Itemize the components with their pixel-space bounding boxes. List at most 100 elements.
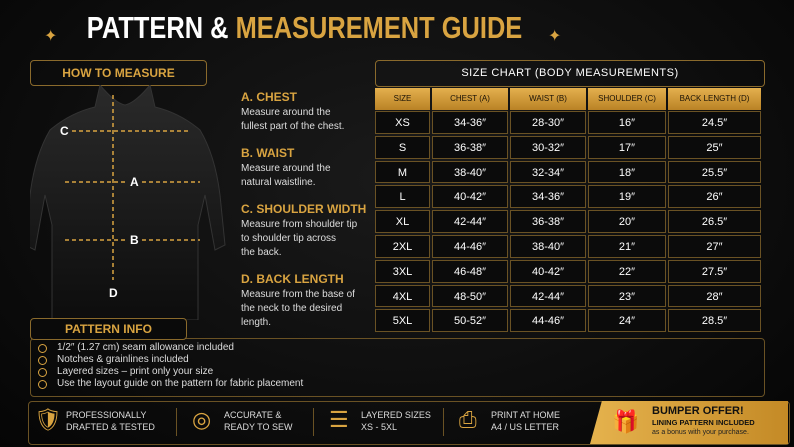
table-cell: 38-40″ — [510, 235, 586, 258]
table-cell: 26.5″ — [668, 210, 761, 233]
step-text: length. — [241, 317, 272, 328]
gift-icon: 🎁 — [612, 409, 640, 434]
step-heading: B. WAIST — [241, 146, 295, 160]
table-cell: 26″ — [668, 185, 761, 209]
table-cell: 18″ — [588, 160, 666, 184]
table-cell: 25″ — [668, 135, 761, 159]
table-cell: 23″ — [588, 284, 666, 308]
table-cell: XS — [375, 111, 430, 134]
column-header: WAIST (B) — [510, 88, 586, 110]
divider — [176, 408, 177, 436]
how-to-title: HOW TO MEASURE — [62, 66, 175, 80]
step-text: Measure from shoulder tip — [241, 219, 358, 230]
step-text: to shoulder tip across — [241, 233, 337, 244]
table-cell: 19″ — [588, 185, 666, 209]
table-cell: M — [375, 160, 430, 184]
table-cell: 42-44″ — [432, 210, 508, 233]
feature-icon: ◎ — [192, 407, 212, 432]
table-cell: L — [375, 185, 430, 209]
table-cell: 4XL — [375, 284, 430, 308]
figure-label: A — [130, 175, 139, 189]
table-cell: 3XL — [375, 259, 430, 283]
chart-title: SIZE CHART (BODY MEASUREMENTS) — [461, 67, 679, 79]
table-cell: 16″ — [588, 111, 666, 134]
step-heading: A. CHEST — [241, 90, 298, 104]
step-text: Measure around the — [241, 163, 331, 174]
divider — [313, 408, 314, 436]
step-text: the back. — [241, 247, 282, 258]
table-cell: 25.5″ — [668, 160, 761, 184]
table-cell: 2XL — [375, 235, 430, 258]
sparkle: ✦ — [44, 28, 58, 45]
info-header: PATTERN INFO — [30, 318, 187, 340]
table-cell: 40-42″ — [432, 185, 508, 209]
check-icon — [38, 344, 47, 353]
table-cell: 36-38″ — [510, 210, 586, 233]
sparkle: ✦ — [548, 28, 562, 45]
table-cell: 28-30″ — [510, 111, 586, 134]
step-text: Measure from the base of — [241, 289, 355, 300]
info-box — [30, 338, 765, 397]
column-header: BACK LENGTH (D) — [668, 88, 761, 110]
feature-text: XS - 5XL — [361, 422, 398, 432]
step-heading: D. BACK LENGTH — [241, 272, 344, 286]
table-cell: 32-34″ — [510, 160, 586, 184]
torso — [30, 85, 226, 320]
figure-label: D — [109, 286, 118, 300]
table-cell: 28.5″ — [668, 309, 761, 333]
how-to-header: HOW TO MEASURE — [30, 60, 207, 86]
offer-line: LINING PATTERN INCLUDED — [652, 418, 755, 427]
title: PATTERN & MEASUREMENT GUIDE — [86, 10, 522, 46]
table-cell: 28″ — [668, 284, 761, 308]
table-cell: 42-44″ — [510, 284, 586, 308]
check-icon — [38, 380, 47, 389]
table-cell: 34-36″ — [510, 185, 586, 209]
table-cell: 17″ — [588, 135, 666, 159]
figure-label: C — [60, 124, 69, 138]
feature-text: A4 / US LETTER — [491, 422, 560, 432]
table-cell: 36-38″ — [432, 135, 508, 159]
table-cell: 38-40″ — [432, 160, 508, 184]
feature-text: PROFESSIONALLY — [66, 410, 147, 420]
table-cell: 46-48″ — [432, 259, 508, 283]
title-gold: MEASUREMENT GUIDE — [235, 10, 523, 45]
info-item: Notches & grainlines included — [57, 354, 189, 365]
table-cell: 24″ — [588, 309, 666, 333]
column-header: CHEST (A) — [432, 88, 508, 110]
table-cell: 21″ — [588, 235, 666, 258]
step-text: natural waistline. — [241, 177, 316, 188]
offer-title: BUMPER OFFER! — [652, 405, 744, 417]
feature-text: ACCURATE & — [224, 410, 282, 420]
column-header: SHOULDER (C) — [588, 88, 666, 110]
table-cell: XL — [375, 210, 430, 233]
feature-icon: 🛡 — [34, 407, 62, 432]
feature-bar — [28, 401, 790, 445]
feature-text: READY TO SEW — [224, 422, 293, 432]
feature-text: PRINT AT HOME — [491, 410, 561, 420]
offer-line: as a bonus with your purchase. — [652, 429, 749, 436]
info-title: PATTERN INFO — [65, 322, 152, 336]
divider — [443, 408, 444, 436]
step-heading: C. SHOULDER WIDTH — [241, 202, 367, 216]
feature-text: LAYERED SIZES — [361, 410, 431, 420]
title-white: PATTERN & — [86, 10, 229, 45]
table-cell: 22″ — [588, 259, 666, 283]
chart-header: SIZE CHART (BODY MEASUREMENTS) — [375, 60, 765, 87]
check-icon — [38, 356, 47, 365]
column-header: SIZE — [375, 88, 430, 110]
check-icon — [38, 368, 47, 377]
table-cell: S — [375, 135, 430, 159]
feature-text: DRAFTED & TESTED — [66, 422, 155, 432]
table-cell: 20″ — [588, 210, 666, 233]
table-cell: 27.5″ — [668, 259, 761, 283]
info-item: 1/2″ (1.27 cm) seam allowance included — [57, 342, 234, 353]
table-cell: 50-52″ — [432, 309, 508, 333]
table-cell: 27″ — [668, 235, 761, 258]
step-text: the neck to the desired — [241, 303, 343, 314]
figure — [30, 85, 226, 320]
table-cell: 24.5″ — [668, 111, 761, 134]
info-item: Use the layout guide on the pattern for … — [57, 378, 304, 389]
table-cell: 44-46″ — [510, 309, 586, 333]
table-cell: 44-46″ — [432, 235, 508, 258]
feature-icon: ☰ — [329, 407, 349, 432]
